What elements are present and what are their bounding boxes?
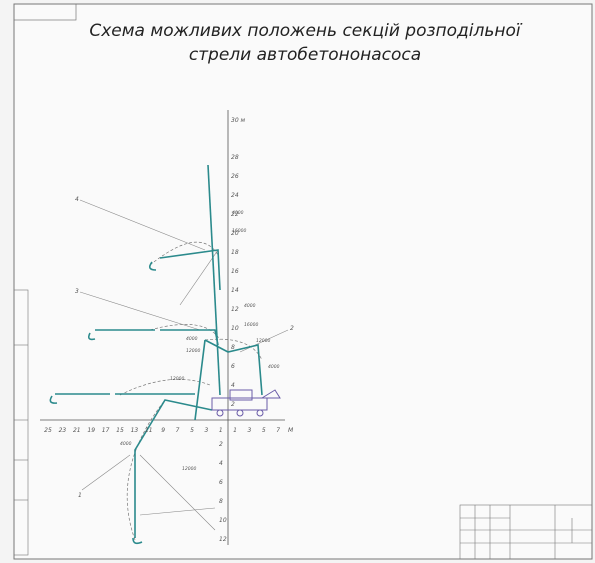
vertical-tick-label: 24 xyxy=(231,192,239,199)
vertical-tick-label: 12 xyxy=(231,306,239,313)
vertical-tick-label: 6 xyxy=(231,363,235,370)
vertical-tick-label: 8 xyxy=(231,344,235,351)
lower-tick-label: 8 xyxy=(219,498,223,505)
horizontal-tick-label: 11 xyxy=(145,427,153,434)
lower-tick-label: 10 xyxy=(219,517,227,524)
dimension-label: 16000 xyxy=(244,322,258,328)
dimension-label: 12000 xyxy=(170,376,184,382)
title-block xyxy=(459,504,593,560)
title-line: Схема можливих положень секцій розподіль… xyxy=(89,21,523,41)
callout: 3 xyxy=(75,288,79,295)
vertical-tick-label: 16 xyxy=(231,268,239,275)
horizontal-tick-label: 23 xyxy=(59,427,67,434)
lower-tick-label: 6 xyxy=(219,479,223,486)
horizontal-tick-label: 1 xyxy=(219,427,223,434)
horizontal-tick-label: 3 xyxy=(247,427,251,434)
horizontal-tick-label: 21 xyxy=(73,427,81,434)
dimension-label: 16000 xyxy=(232,228,246,234)
dimension-label: 4000 xyxy=(120,441,132,447)
dimension-label: 4000 xyxy=(244,303,256,309)
horizontal-tick-label: 17 xyxy=(102,427,110,434)
dimension-label: 4000 xyxy=(186,336,198,342)
vertical-tick-label: 4 xyxy=(231,382,235,389)
vertical-tick-label: 22 xyxy=(231,211,239,218)
lower-tick-label: 4 xyxy=(219,460,223,467)
dimension-label: 12000 xyxy=(256,338,270,344)
lower-tick-label: 12 xyxy=(219,536,227,543)
dimension-label: 4000 xyxy=(232,210,244,216)
horizontal-tick-label: 25 xyxy=(44,427,52,434)
construction-lines xyxy=(79,199,289,541)
corner-box xyxy=(13,3,77,21)
horizontal-tick-label: 5 xyxy=(190,427,194,434)
horizontal-tick-label: 3 xyxy=(204,427,208,434)
horizontal-tick-label: 7 xyxy=(176,427,180,434)
lower-tick-label: 2 xyxy=(219,441,223,448)
vertical-tick-label: 28 xyxy=(231,154,239,161)
horizontal-tick-label: 5 xyxy=(262,427,266,434)
truck xyxy=(211,389,281,417)
vertical-tick-label: 2 xyxy=(231,401,235,408)
horizontal-tick-label: 15 xyxy=(116,427,124,434)
axis-top-label: 30 м xyxy=(231,117,246,124)
axis-unit: М xyxy=(288,427,294,434)
horizontal-tick-label: 9 xyxy=(161,427,165,434)
vertical-tick-label: 20 xyxy=(231,230,239,237)
callout: 4 xyxy=(75,196,79,203)
vertical-tick-label: 14 xyxy=(231,287,239,294)
frame xyxy=(13,3,593,560)
horizontal-tick-label: 7 xyxy=(276,427,280,434)
horizontal-tick-label: 19 xyxy=(87,427,95,434)
horizontal-tick-label: 1 xyxy=(233,427,237,434)
vertical-tick-label: 10 xyxy=(231,325,239,332)
callout: 2 xyxy=(290,325,294,332)
vertical-tick-label: 26 xyxy=(231,173,239,180)
side-stamp xyxy=(13,289,29,556)
dimension-label: 12000 xyxy=(182,466,196,472)
horizontal-tick-label: 13 xyxy=(131,427,139,434)
dimension-label: 12000 xyxy=(186,348,200,354)
title-line: стрели автобетононасоса xyxy=(189,45,421,65)
boom-positions xyxy=(49,164,263,545)
callout: 1 xyxy=(78,492,82,499)
vertical-tick-label: 18 xyxy=(231,249,239,256)
dimension-label: 4000 xyxy=(268,364,280,370)
